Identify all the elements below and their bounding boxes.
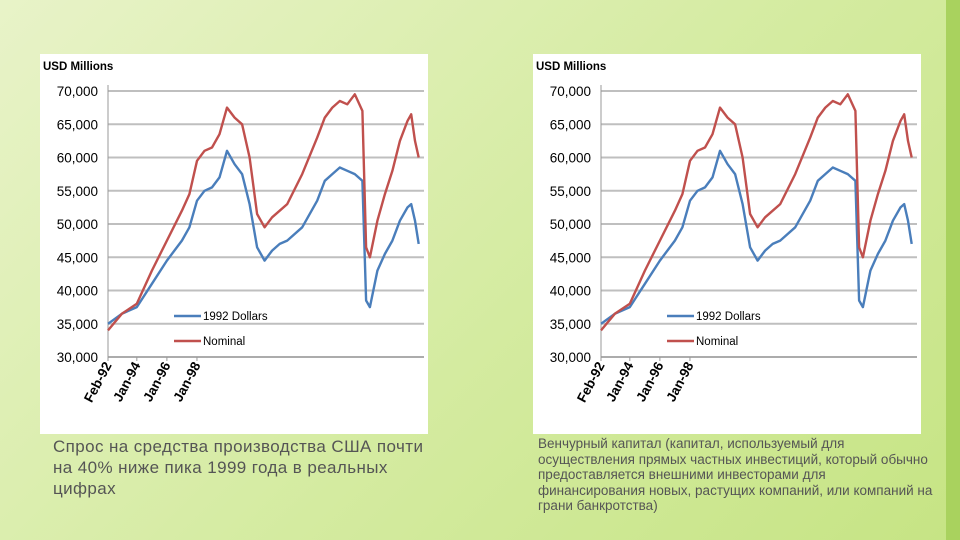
y-tick-label: 50,000 [550,217,591,232]
y-tick-label: 30,000 [550,350,591,365]
x-tick-label: Jan-98 [663,359,697,404]
line-chart-right: USD Millions 30,000 35,000 40,000 45,000 50,0… [536,61,917,405]
y-tick-label: 40,000 [550,284,591,299]
x-tick-label: Jan-96 [140,359,174,404]
chart-panel-left: USD Millions 30,000 35,000 40,000 45,000 50,0… [40,54,428,434]
series-line-real-dollars [600,149,913,325]
x-tick-label: Feb-92 [81,359,115,404]
chart-panel-right: USD Millions 30,000 35,000 40,000 45,000 50,0… [533,54,921,434]
series-line-real-dollars [107,149,420,325]
y-tick-label: 55,000 [57,184,98,199]
x-tick-label: Feb-92 [574,359,608,404]
series-line-nominal [107,93,420,332]
y-tick-label: 70,000 [57,84,98,99]
y-axis-unit-label: USD Millions [536,61,606,73]
legend-label: Nominal [203,336,245,348]
y-tick-label: 45,000 [57,250,98,265]
y-tick-label: 65,000 [57,117,98,132]
y-axis-unit-label: USD Millions [43,61,113,73]
y-tick-label: 40,000 [57,284,98,299]
legend-label: 1992 Dollars [203,311,268,323]
y-tick-label: 35,000 [57,317,98,332]
x-tick-label: Jan-98 [170,359,204,404]
y-tick-label: 50,000 [57,217,98,232]
x-tick-label: Jan-94 [110,359,144,404]
x-tick-label: Jan-96 [633,359,667,404]
legend-label: Nominal [696,336,738,348]
y-tick-label: 70,000 [550,84,591,99]
y-tick-label: 65,000 [550,117,591,132]
y-tick-label: 45,000 [550,250,591,265]
legend-label: 1992 Dollars [696,311,761,323]
line-chart-left: USD Millions 30,000 35,000 40,000 45,000 50,0… [43,61,424,405]
y-tick-label: 60,000 [57,151,98,166]
y-tick-label: 35,000 [550,317,591,332]
y-tick-label: 55,000 [550,184,591,199]
chart-caption-right: Венчурный капитал (капитал, используемый… [538,436,933,513]
y-tick-label: 30,000 [57,350,98,365]
y-tick-label: 60,000 [550,151,591,166]
series-line-nominal [600,93,913,332]
chart-caption-left: Спрос на средства производства США почти… [53,437,424,498]
slide-accent-bar [946,0,960,540]
x-tick-label: Jan-94 [603,359,637,404]
